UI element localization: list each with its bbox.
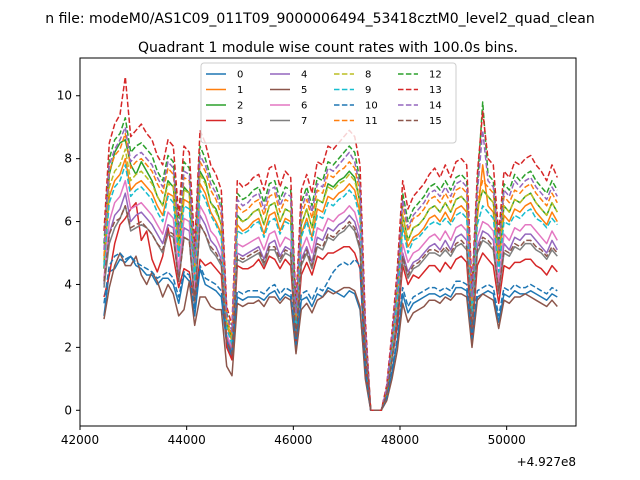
axes-frame <box>79 57 577 427</box>
series-line-8 <box>103 148 558 412</box>
plot-area <box>103 76 558 412</box>
series-line-9 <box>103 164 558 412</box>
legend-label-10: 10 <box>365 101 378 112</box>
y-tick-label: 4 <box>64 277 72 291</box>
x-offset-text: +4.927e8 <box>517 455 576 469</box>
x-tick-label: 44000 <box>168 433 206 447</box>
legend-label-1: 1 <box>237 85 243 96</box>
x-tick-label: 48000 <box>381 433 419 447</box>
legend-frame <box>200 62 457 144</box>
legend-label-0: 0 <box>237 70 243 81</box>
legend-label-8: 8 <box>365 70 371 81</box>
legend-label-9: 9 <box>365 85 371 96</box>
figure-suptitle: n file: modeM0/AS1C09_011T09_9000006494_… <box>45 11 594 27</box>
legend-label-5: 5 <box>301 85 307 96</box>
series-line-15 <box>103 205 558 412</box>
legend-label-11: 11 <box>365 116 378 127</box>
legend-label-14: 14 <box>429 101 442 112</box>
y-tick-label: 0 <box>64 403 72 417</box>
legend-label-12: 12 <box>429 70 442 81</box>
x-tick-label: 50000 <box>488 433 526 447</box>
x-tick-label: 42000 <box>61 433 99 447</box>
series-line-5 <box>103 252 558 412</box>
legend-label-13: 13 <box>429 85 442 96</box>
series-line-3 <box>103 201 558 412</box>
x-tick-label: 46000 <box>274 433 312 447</box>
series-line-2 <box>103 139 558 412</box>
series-line-11 <box>103 132 558 412</box>
series-line-14 <box>103 126 558 412</box>
legend-label-3: 3 <box>237 116 243 127</box>
legend-label-4: 4 <box>301 70 307 81</box>
y-tick-label: 10 <box>57 89 72 103</box>
axes-ticks: 42000 44000 46000 48000 50000 0 2 4 6 8 10 <box>57 89 526 447</box>
legend-label-2: 2 <box>237 101 243 112</box>
legend-label-7: 7 <box>301 116 307 127</box>
chart-title: Quadrant 1 module wise count rates with … <box>138 40 518 56</box>
legend-label-15: 15 <box>429 116 442 127</box>
series-line-10 <box>103 252 558 412</box>
y-tick-label: 6 <box>64 215 72 229</box>
y-tick-label: 8 <box>64 152 72 166</box>
series-line-0 <box>103 255 558 412</box>
series-line-13 <box>103 76 558 412</box>
legend-label-6: 6 <box>301 101 307 112</box>
y-tick-label: 2 <box>64 340 72 354</box>
series-line-6 <box>103 179 558 412</box>
